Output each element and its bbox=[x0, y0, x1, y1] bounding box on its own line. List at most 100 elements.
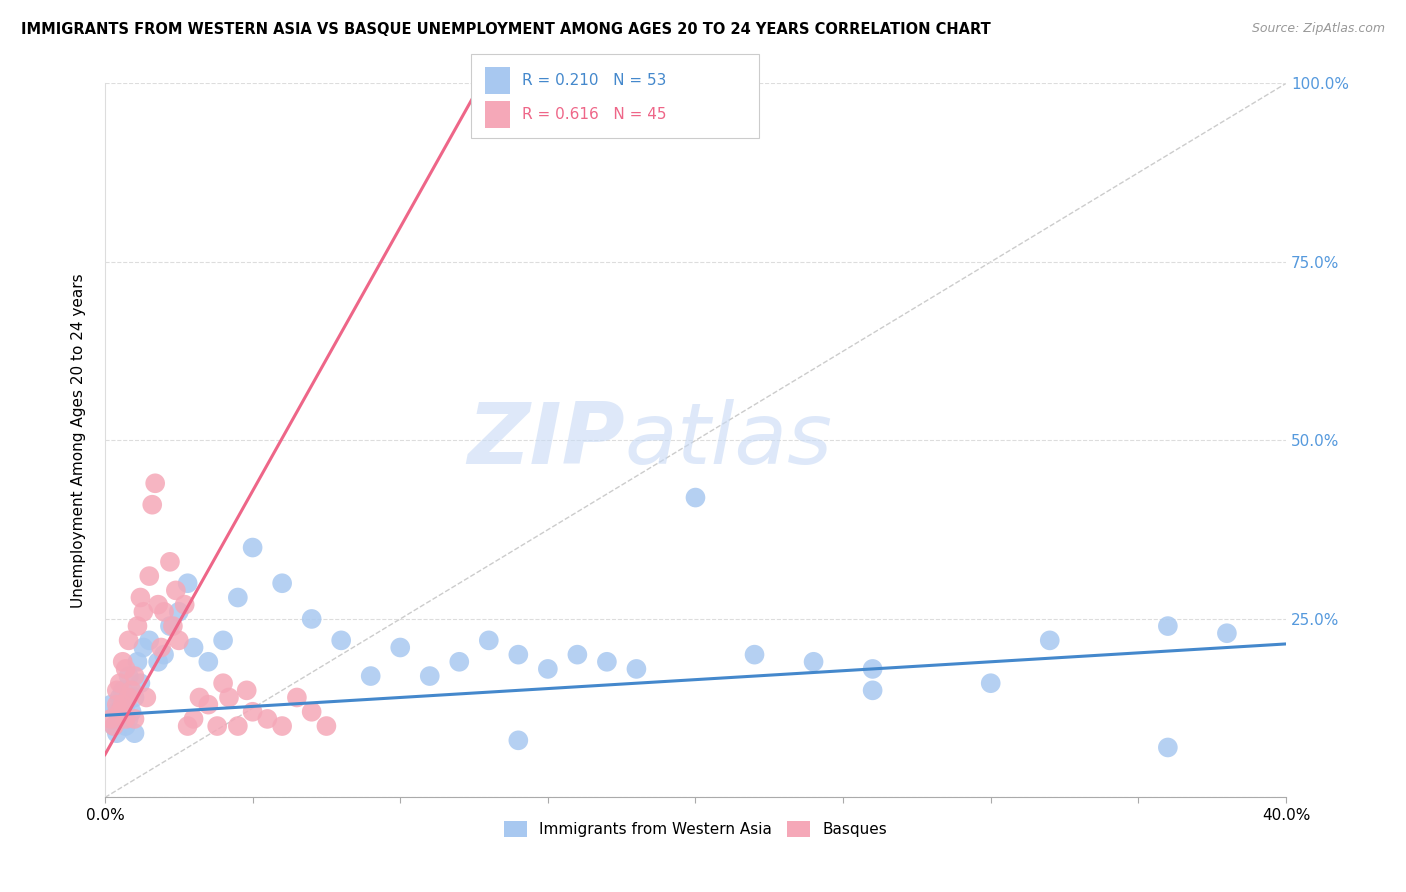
Point bbox=[567, 648, 589, 662]
Point bbox=[1157, 740, 1180, 755]
Point bbox=[146, 598, 169, 612]
Point bbox=[176, 576, 198, 591]
Point bbox=[360, 669, 382, 683]
Point bbox=[301, 612, 323, 626]
Point bbox=[117, 633, 139, 648]
Point bbox=[127, 619, 149, 633]
Point bbox=[105, 705, 128, 719]
Point bbox=[105, 698, 128, 712]
Point bbox=[117, 690, 139, 705]
Text: R = 0.616   N = 45: R = 0.616 N = 45 bbox=[522, 107, 666, 122]
Point bbox=[226, 591, 249, 605]
Point bbox=[162, 619, 184, 633]
Point bbox=[100, 698, 122, 712]
Point bbox=[121, 705, 143, 719]
Point bbox=[150, 640, 173, 655]
Point bbox=[205, 719, 228, 733]
Point bbox=[508, 648, 530, 662]
Point bbox=[218, 690, 240, 705]
Point bbox=[111, 705, 134, 719]
Point bbox=[159, 619, 181, 633]
Point bbox=[114, 698, 136, 712]
Text: ZIP: ZIP bbox=[467, 399, 624, 482]
Point bbox=[153, 605, 176, 619]
Point bbox=[197, 698, 219, 712]
Point bbox=[108, 690, 131, 705]
Point bbox=[117, 669, 139, 683]
Point bbox=[212, 676, 235, 690]
Point bbox=[103, 719, 125, 733]
Point bbox=[111, 655, 134, 669]
Point bbox=[862, 662, 884, 676]
Point bbox=[129, 676, 152, 690]
Point bbox=[330, 633, 353, 648]
Point bbox=[132, 605, 155, 619]
Point bbox=[124, 690, 146, 705]
Point bbox=[138, 569, 160, 583]
Point bbox=[103, 719, 125, 733]
Point bbox=[183, 640, 205, 655]
Point bbox=[108, 705, 131, 719]
Point bbox=[146, 655, 169, 669]
Point bbox=[389, 640, 412, 655]
Text: atlas: atlas bbox=[624, 399, 832, 482]
Point bbox=[596, 655, 619, 669]
Point bbox=[242, 541, 264, 555]
Point bbox=[271, 719, 294, 733]
Point bbox=[685, 491, 707, 505]
Point bbox=[105, 726, 128, 740]
Point bbox=[803, 655, 825, 669]
Point bbox=[117, 712, 139, 726]
Point bbox=[153, 648, 176, 662]
Text: Source: ZipAtlas.com: Source: ZipAtlas.com bbox=[1251, 22, 1385, 36]
Point bbox=[114, 712, 136, 726]
Point bbox=[105, 683, 128, 698]
Point bbox=[127, 655, 149, 669]
Point bbox=[626, 662, 648, 676]
Point bbox=[108, 712, 131, 726]
Point bbox=[256, 712, 278, 726]
Point bbox=[135, 690, 157, 705]
Point bbox=[114, 719, 136, 733]
Point bbox=[478, 633, 501, 648]
Point bbox=[226, 719, 249, 733]
Point bbox=[121, 683, 143, 698]
Point bbox=[188, 690, 211, 705]
Point bbox=[197, 655, 219, 669]
Text: IMMIGRANTS FROM WESTERN ASIA VS BASQUE UNEMPLOYMENT AMONG AGES 20 TO 24 YEARS CO: IMMIGRANTS FROM WESTERN ASIA VS BASQUE U… bbox=[21, 22, 991, 37]
Point bbox=[980, 676, 1002, 690]
Point bbox=[744, 648, 766, 662]
Point bbox=[108, 676, 131, 690]
Point bbox=[111, 698, 134, 712]
Point bbox=[301, 705, 323, 719]
Point bbox=[862, 683, 884, 698]
Point bbox=[138, 633, 160, 648]
Point bbox=[1216, 626, 1239, 640]
Point bbox=[285, 690, 308, 705]
Point bbox=[173, 598, 195, 612]
Point bbox=[183, 712, 205, 726]
Point bbox=[271, 576, 294, 591]
Point bbox=[235, 683, 257, 698]
Point bbox=[1157, 619, 1180, 633]
Point bbox=[111, 683, 134, 698]
Legend: Immigrants from Western Asia, Basques: Immigrants from Western Asia, Basques bbox=[498, 815, 893, 843]
Point bbox=[315, 719, 337, 733]
Point bbox=[141, 498, 163, 512]
Point bbox=[167, 605, 190, 619]
Point bbox=[143, 476, 166, 491]
Point bbox=[129, 591, 152, 605]
Point bbox=[124, 669, 146, 683]
Point bbox=[419, 669, 441, 683]
Point bbox=[114, 662, 136, 676]
Point bbox=[159, 555, 181, 569]
Point bbox=[124, 712, 146, 726]
Point bbox=[165, 583, 187, 598]
Y-axis label: Unemployment Among Ages 20 to 24 years: Unemployment Among Ages 20 to 24 years bbox=[72, 273, 86, 607]
Point bbox=[124, 726, 146, 740]
Point bbox=[100, 712, 122, 726]
Point bbox=[1039, 633, 1062, 648]
Point bbox=[508, 733, 530, 747]
Point bbox=[242, 705, 264, 719]
Point bbox=[212, 633, 235, 648]
